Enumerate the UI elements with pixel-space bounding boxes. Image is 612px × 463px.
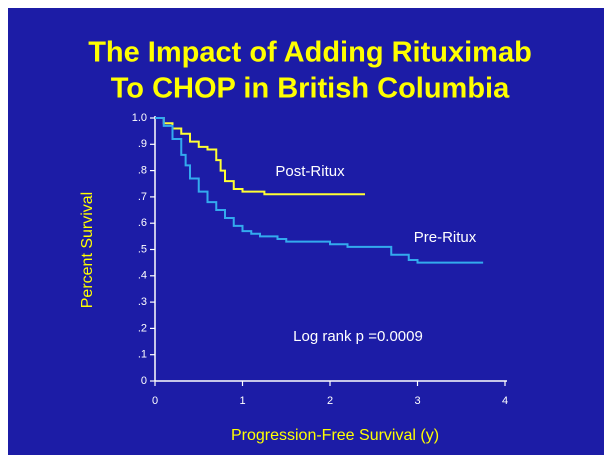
y-tick-label: .3	[138, 296, 147, 308]
y-tick-label: 1.0	[132, 112, 147, 124]
title-line: To CHOP in British Columbia	[111, 73, 510, 105]
series-label: Pre-Ritux	[414, 229, 477, 246]
y-tick-label: .9	[138, 138, 147, 150]
y-tick-label: .2	[138, 322, 147, 334]
x-tick-label: 0	[152, 395, 158, 407]
y-tick-label: .4	[138, 270, 147, 282]
y-tick-label: .5	[138, 243, 147, 255]
y-tick-label: .6	[138, 217, 147, 229]
y-tick-label: .7	[138, 191, 147, 203]
y-tick-label: .8	[138, 165, 147, 177]
x-tick-label: 2	[327, 395, 333, 407]
y-tick-label: .1	[138, 349, 147, 361]
x-axis-label: Progression-Free Survival (y)	[231, 427, 439, 444]
y-tick-label: 0	[141, 375, 147, 387]
series-label: Post-Ritux	[275, 163, 345, 180]
annotation: Log rank p =0.0009	[293, 328, 423, 345]
survival-curve	[155, 117, 365, 196]
x-tick-label: 3	[414, 395, 420, 407]
y-axis-label: Percent Survival	[79, 192, 96, 309]
survival-curve	[155, 117, 484, 264]
x-tick-label: 1	[239, 395, 245, 407]
x-tick-label: 4	[502, 395, 508, 407]
title-line: The Impact of Adding Rituximab	[88, 37, 532, 69]
